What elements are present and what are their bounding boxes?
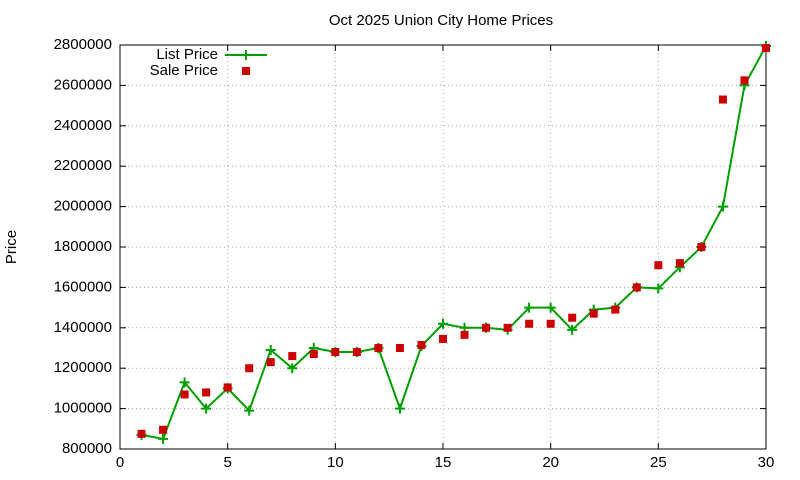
point-marker (417, 340, 426, 349)
series-line (141, 45, 767, 441)
point-marker (546, 319, 555, 328)
point-marker (309, 350, 318, 359)
y-tick-label: 1400000 (54, 319, 112, 336)
point-marker (179, 377, 190, 388)
x-tick-label: 20 (542, 454, 559, 471)
point-marker (525, 319, 534, 328)
x-tick-label: 10 (327, 454, 344, 471)
point-marker (438, 318, 448, 329)
y-tick-label: 1200000 (54, 359, 112, 376)
point-marker (611, 305, 620, 314)
y-tick-label: 2400000 (54, 117, 112, 134)
point-marker (352, 348, 361, 357)
point-marker (654, 261, 663, 270)
point-marker (653, 283, 664, 294)
point-marker (137, 429, 146, 438)
x-tick-label: 15 (435, 454, 452, 471)
y-tick-label: 2800000 (54, 36, 112, 53)
legend-label: Sale Price (150, 62, 218, 79)
x-tick-label: 5 (223, 454, 231, 471)
point-marker (331, 348, 340, 357)
point-marker (762, 44, 770, 53)
point-marker (288, 352, 297, 361)
point-marker (180, 390, 189, 399)
point-marker (201, 403, 212, 414)
x-tick-label: 25 (650, 454, 667, 471)
point-marker (158, 433, 169, 444)
point-marker (697, 243, 706, 251)
point-marker (717, 201, 728, 212)
point-marker (567, 324, 578, 335)
y-tick-label: 1800000 (54, 238, 112, 255)
x-tick-label: 30 (758, 454, 775, 471)
point-marker (287, 363, 298, 374)
y-tick-label: 2000000 (54, 198, 112, 215)
point-marker (245, 364, 254, 373)
point-marker (265, 345, 276, 356)
point-marker (439, 334, 447, 343)
y-tick-label: 2200000 (54, 157, 112, 174)
point-marker (266, 358, 275, 367)
point-marker (589, 309, 598, 318)
point-marker (568, 313, 577, 322)
point-marker (460, 330, 469, 339)
legend-marker (242, 67, 250, 75)
point-marker (374, 344, 383, 352)
x-tick-label: 0 (116, 454, 124, 471)
point-marker (223, 383, 232, 392)
point-marker (740, 76, 749, 85)
legend-marker (241, 50, 251, 60)
point-marker (524, 302, 535, 313)
point-marker (545, 302, 556, 313)
point-marker (503, 323, 512, 332)
y-axis-label: Price (3, 230, 20, 264)
y-tick-label: 1600000 (54, 278, 112, 295)
y-tick-label: 800000 (62, 440, 112, 457)
point-marker (395, 344, 404, 352)
point-marker (202, 388, 211, 397)
point-marker (718, 95, 727, 104)
y-tick-label: 1000000 (54, 400, 112, 417)
y-tick-label: 2600000 (54, 76, 112, 93)
point-marker (632, 283, 641, 292)
point-marker (244, 405, 255, 416)
point-marker (394, 403, 405, 414)
point-marker (675, 259, 684, 268)
legend-label: List Price (156, 46, 218, 63)
point-marker (482, 323, 491, 332)
chart-title: Oct 2025 Union City Home Prices (329, 12, 553, 29)
point-marker (159, 425, 168, 434)
plot-frame (119, 44, 767, 450)
